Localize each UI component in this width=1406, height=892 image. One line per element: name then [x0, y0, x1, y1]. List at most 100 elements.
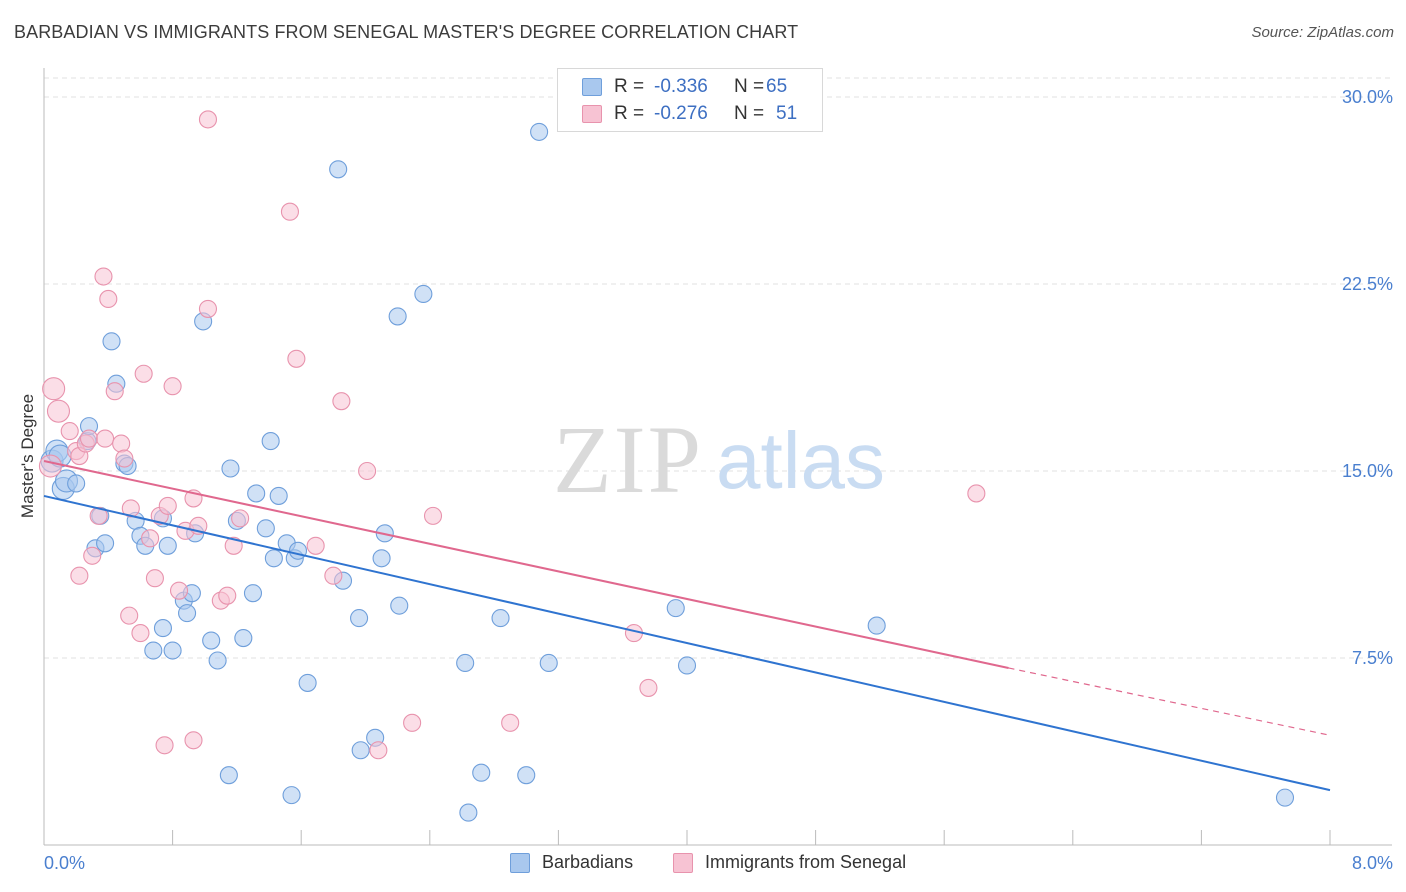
- senegal-point[interactable]: [46, 399, 71, 423]
- senegal-point[interactable]: [218, 586, 237, 605]
- senegal-trend-extension: [1008, 667, 1331, 736]
- senegal-point[interactable]: [38, 454, 62, 478]
- senegal-point[interactable]: [198, 299, 218, 318]
- senegal-point[interactable]: [403, 713, 422, 732]
- senegal-point[interactable]: [198, 110, 218, 129]
- senegal-point[interactable]: [501, 713, 520, 732]
- senegal-point[interactable]: [94, 267, 113, 286]
- senegal-point[interactable]: [967, 484, 986, 503]
- barbadian-point[interactable]: [234, 629, 253, 648]
- barbadian-point[interactable]: [456, 653, 475, 673]
- senegal-point[interactable]: [105, 382, 124, 401]
- senegal-point[interactable]: [163, 377, 182, 396]
- n-value: 65: [766, 76, 788, 97]
- senegal-point[interactable]: [70, 566, 89, 585]
- barbadian-point[interactable]: [247, 484, 266, 503]
- barbadian-point[interactable]: [243, 584, 263, 603]
- barbadian-point[interactable]: [288, 541, 308, 560]
- barbadian-point[interactable]: [491, 609, 510, 628]
- senegal-point[interactable]: [112, 434, 131, 453]
- barbadian-point[interactable]: [178, 604, 197, 623]
- gridlines: [44, 77, 1392, 659]
- barbadian-point[interactable]: [351, 741, 370, 760]
- barbadian-point[interactable]: [256, 519, 275, 538]
- barbadian-point[interactable]: [158, 536, 177, 555]
- barbadian-point[interactable]: [539, 653, 558, 673]
- barbadian-point[interactable]: [867, 616, 886, 635]
- y-tick-label: 15.0%: [1342, 461, 1393, 481]
- legend-item-barbadians[interactable]: Barbadians: [510, 852, 633, 873]
- barbadian-point[interactable]: [264, 549, 283, 568]
- senegal-point[interactable]: [83, 546, 102, 565]
- barbadian-point[interactable]: [459, 803, 478, 822]
- senegal-point[interactable]: [231, 509, 250, 528]
- n-label: N =: [734, 76, 765, 97]
- data-points: [38, 110, 1295, 822]
- barbadian-point[interactable]: [144, 641, 163, 660]
- barbadian-point[interactable]: [163, 641, 182, 660]
- senegal-point[interactable]: [121, 499, 140, 518]
- legend-swatch-barbadians: [582, 78, 602, 96]
- senegal-point[interactable]: [324, 566, 343, 585]
- senegal-point[interactable]: [224, 536, 243, 555]
- barbadian-point[interactable]: [96, 534, 115, 553]
- barbadian-point[interactable]: [202, 631, 221, 650]
- senegal-point[interactable]: [115, 449, 134, 468]
- r-label: R =: [614, 76, 645, 97]
- legend-label-barbadians: Barbadians: [542, 852, 634, 872]
- senegal-point[interactable]: [158, 496, 177, 515]
- legend-item-senegal[interactable]: Immigrants from Senegal: [673, 852, 906, 873]
- senegal-point[interactable]: [155, 736, 174, 755]
- senegal-point[interactable]: [96, 429, 115, 448]
- barbadian-point[interactable]: [208, 651, 227, 670]
- barbadian-point[interactable]: [298, 673, 317, 692]
- senegal-point[interactable]: [120, 606, 139, 625]
- senegal-point[interactable]: [287, 349, 306, 368]
- barbadian-point[interactable]: [219, 766, 238, 785]
- senegal-point[interactable]: [423, 506, 443, 525]
- y-tick-label: 22.5%: [1342, 274, 1393, 294]
- barbadian-point[interactable]: [350, 609, 369, 628]
- senegal-point[interactable]: [280, 202, 299, 221]
- barbadian-point[interactable]: [390, 596, 409, 615]
- barbadian-point[interactable]: [372, 549, 391, 568]
- barbadian-point[interactable]: [1275, 788, 1295, 807]
- barbadian-point[interactable]: [414, 284, 433, 304]
- chart-title: BARBADIAN VS IMMIGRANTS FROM SENEGAL MAS…: [14, 22, 799, 42]
- senegal-point[interactable]: [99, 289, 118, 309]
- barbadian-point[interactable]: [666, 599, 685, 618]
- senegal-point[interactable]: [184, 731, 203, 750]
- senegal-point[interactable]: [169, 581, 189, 600]
- legend-swatch-senegal: [673, 852, 693, 873]
- barbadian-point[interactable]: [269, 486, 288, 505]
- barbadian-point[interactable]: [102, 332, 121, 351]
- barbadian-point[interactable]: [677, 656, 697, 675]
- barbadian-point[interactable]: [282, 786, 301, 805]
- senegal-point[interactable]: [306, 536, 325, 555]
- barbadian-point[interactable]: [329, 160, 348, 179]
- senegal-point[interactable]: [60, 422, 79, 441]
- senegal-point[interactable]: [131, 624, 150, 643]
- senegal-point[interactable]: [134, 364, 153, 383]
- y-axis-label: Master's Degree: [18, 394, 37, 518]
- senegal-point[interactable]: [145, 569, 164, 588]
- senegal-point[interactable]: [369, 741, 388, 760]
- watermark: ZIP atlas: [553, 406, 885, 513]
- barbadian-point[interactable]: [153, 619, 173, 638]
- senegal-point[interactable]: [141, 529, 160, 548]
- senegal-point[interactable]: [332, 392, 351, 411]
- senegal-point[interactable]: [639, 678, 658, 697]
- senegal-point[interactable]: [79, 429, 99, 448]
- senegal-point[interactable]: [89, 506, 108, 525]
- senegal-point[interactable]: [358, 461, 377, 481]
- barbadian-point[interactable]: [261, 432, 280, 451]
- barbadian-point[interactable]: [388, 307, 407, 326]
- barbadian-point[interactable]: [472, 763, 491, 782]
- barbadian-point[interactable]: [530, 122, 549, 141]
- barbadian-point[interactable]: [67, 474, 86, 493]
- barbadian-point[interactable]: [517, 766, 536, 785]
- barbadian-point[interactable]: [221, 459, 240, 478]
- watermark-atlas: atlas: [716, 416, 885, 505]
- senegal-point[interactable]: [42, 377, 66, 401]
